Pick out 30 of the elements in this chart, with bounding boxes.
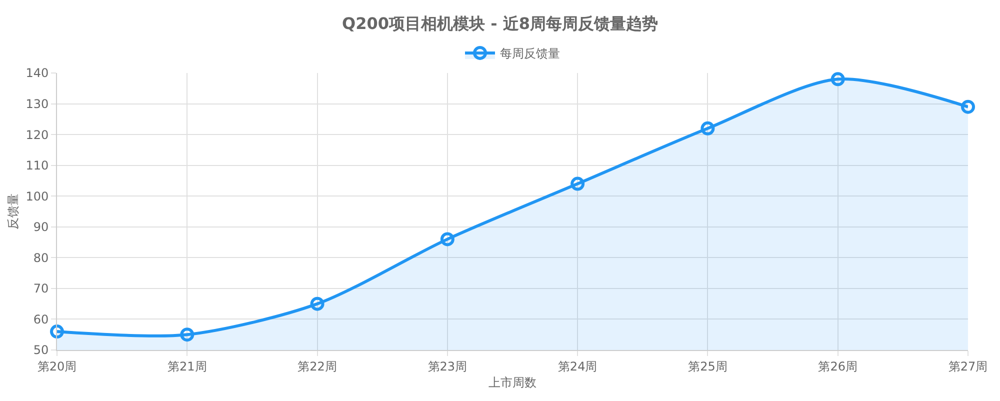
y-tick-label: 80 [33,250,49,265]
x-tick-label: 第25周 [688,359,728,374]
x-axis-title: 上市周数 [488,375,536,390]
y-tick-label: 110 [26,158,49,173]
legend-label: 每周反馈量 [500,46,560,61]
x-tick-label: 第27周 [948,359,988,374]
y-tick-label: 70 [33,282,49,296]
y-tick-label: 90 [33,220,49,234]
y-tick-label: 140 [26,66,49,80]
y-tick-label: 60 [33,312,49,326]
point [700,121,715,136]
point [570,176,585,191]
x-tick-label: 第24周 [558,359,598,374]
x-tick-label: 第22周 [298,359,337,374]
y-axis-title: 反馈量 [6,194,20,230]
point [830,72,845,86]
x-tick-label: 第26周 [818,359,858,374]
point [310,296,324,311]
point [961,100,975,114]
y-tick-label: 130 [26,96,49,111]
y-tick-label: 120 [26,128,49,142]
y-tick-label: 50 [33,343,49,358]
chart-title: Q200项目相机模块 - 近8周每周反馈量趋势 [342,14,658,34]
y-tick-label: 100 [26,189,49,204]
x-tick-label: 第21周 [168,359,207,374]
point [440,232,454,246]
point [180,328,194,342]
x-tick-label: 第23周 [428,359,468,374]
x-tick-label: 第20周 [37,359,77,374]
point [50,324,64,339]
